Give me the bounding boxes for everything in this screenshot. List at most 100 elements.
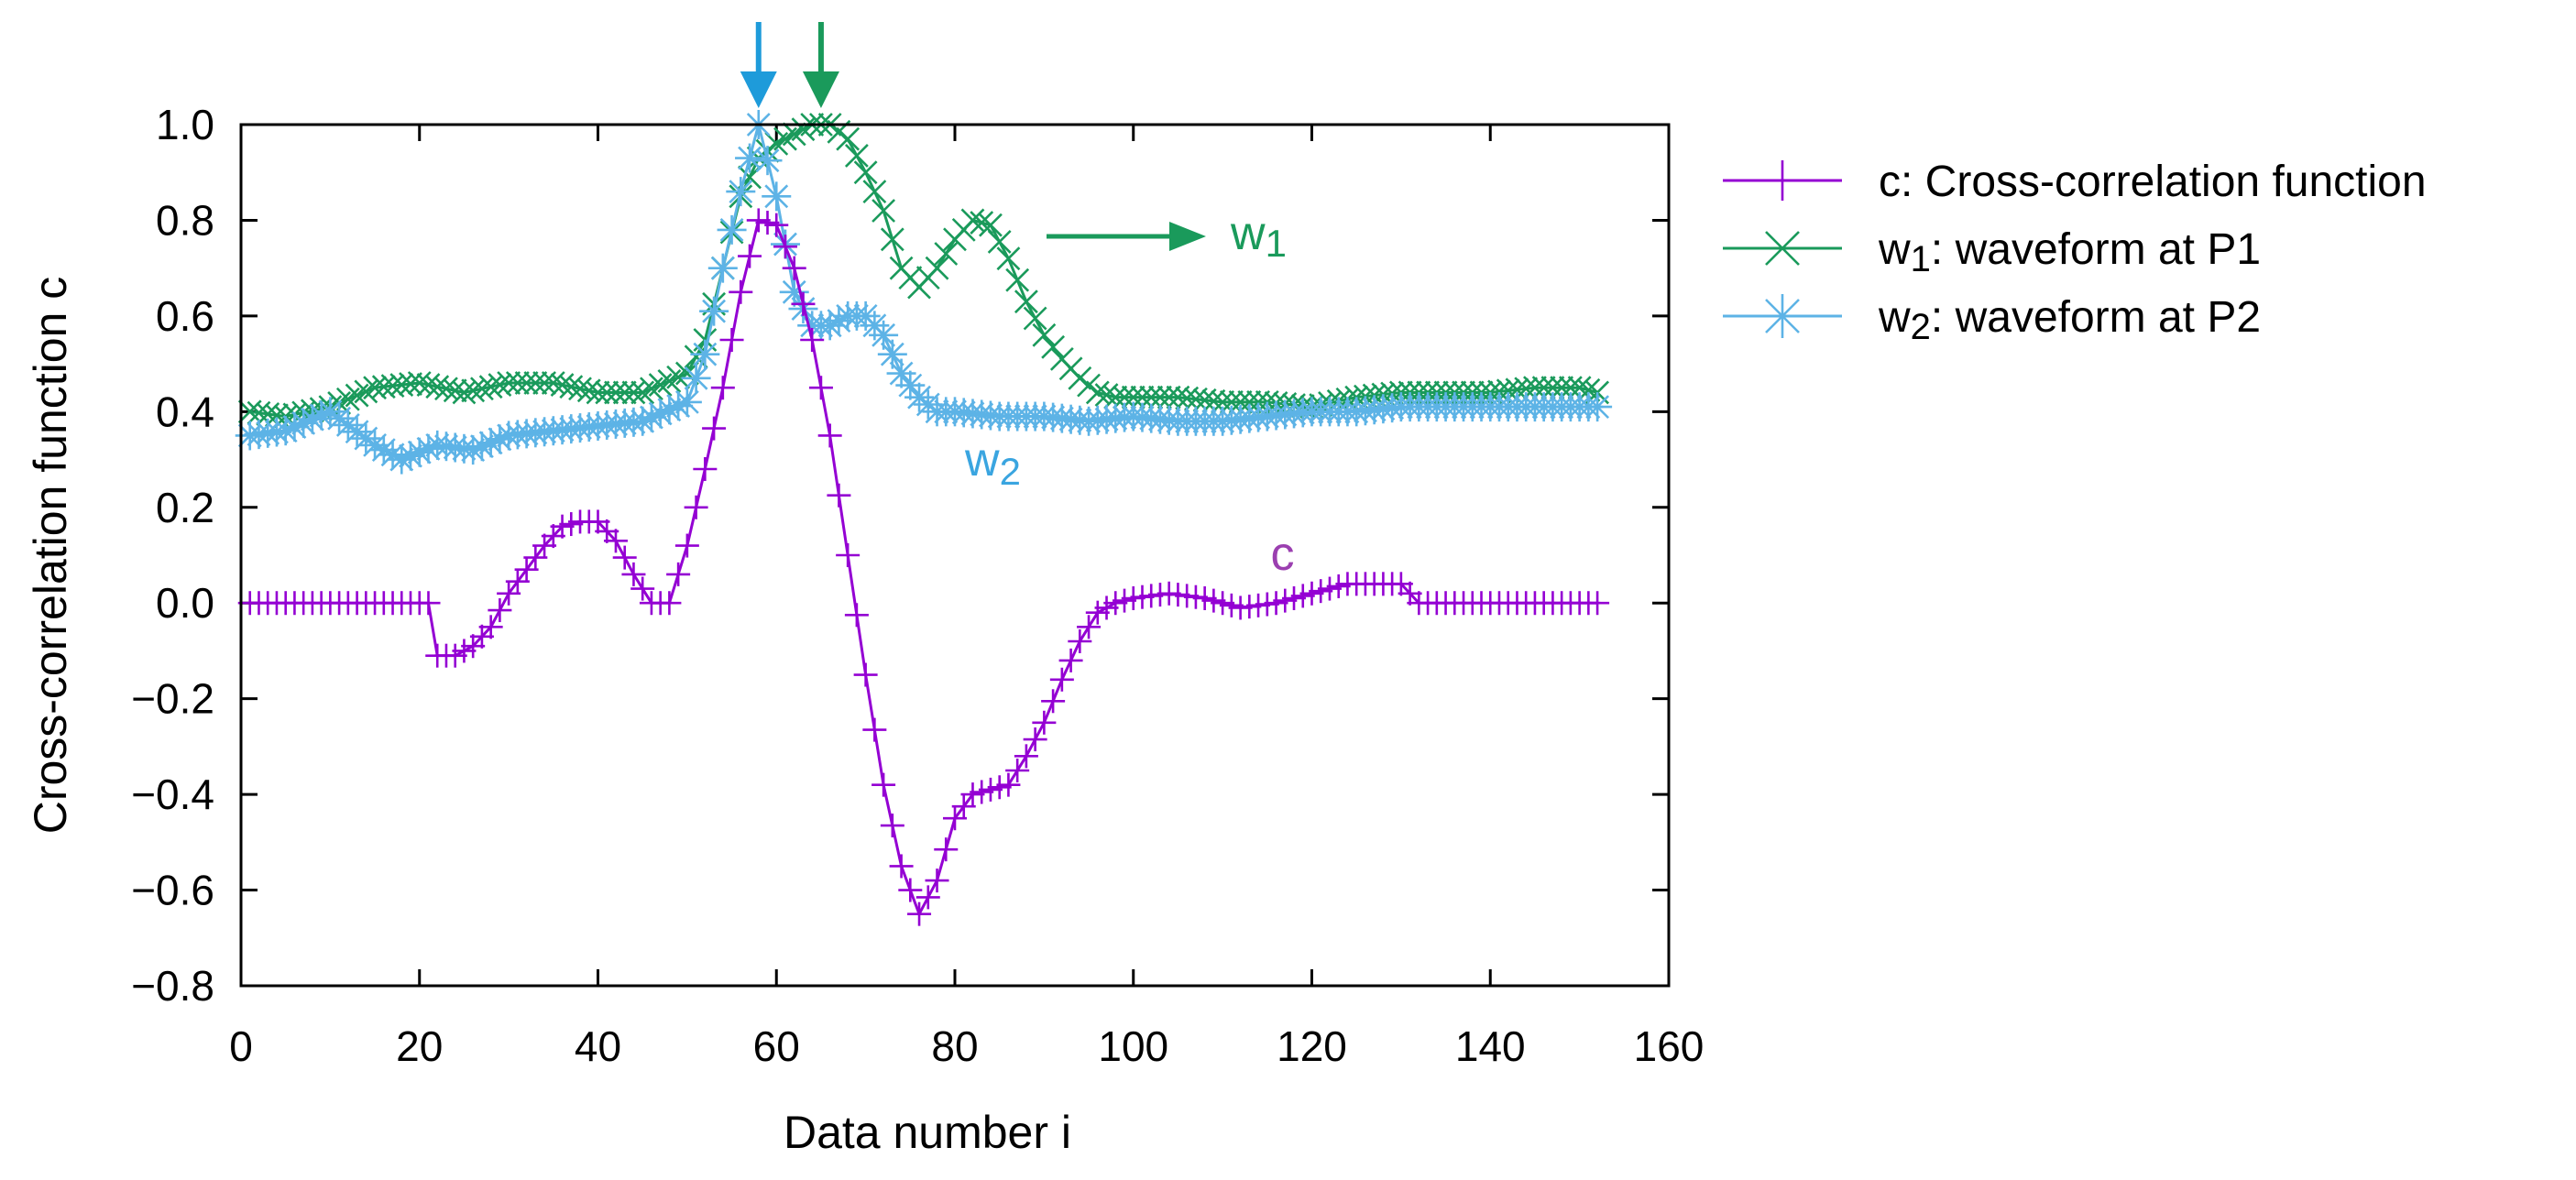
data-point-marker [987, 230, 1012, 254]
data-point-marker [943, 806, 967, 831]
c-curve-label: c [1270, 528, 1294, 581]
data-point-marker [478, 615, 503, 639]
w1-arrow-head [1169, 222, 1206, 251]
data-point-marker [345, 383, 369, 408]
data-point-marker [853, 160, 878, 185]
data-point-marker [1139, 385, 1164, 410]
legend-item-c: c: Cross-correlation function [1723, 158, 2427, 206]
x-tick-label: 80 [931, 1022, 978, 1070]
data-point-marker [898, 878, 923, 902]
data-point-marker [869, 320, 899, 350]
data-point-marker [925, 869, 949, 893]
data-point-marker [595, 380, 619, 405]
legend-label: w2: waveform at P2 [1878, 293, 2261, 347]
data-point-marker [1041, 334, 1066, 359]
data-point-marker [699, 296, 729, 326]
data-point-marker [1121, 385, 1145, 410]
legend-label: c: Cross-correlation function [1879, 158, 2427, 206]
x-tick-label: 20 [396, 1022, 443, 1070]
data-point-marker [735, 143, 765, 173]
y-tick-label: 0.8 [156, 196, 214, 244]
data-point-marker [970, 211, 994, 235]
series-line-w1 [249, 123, 1598, 419]
data-point-marker [681, 363, 711, 393]
data-point-marker [1523, 376, 1547, 400]
y-tick-label: 0.2 [156, 484, 214, 531]
y-tick-label: 0.6 [156, 292, 214, 340]
data-point-marker [836, 126, 860, 151]
data-point-marker [702, 416, 727, 441]
x-tick-label: 120 [1277, 1022, 1347, 1070]
data-point-marker [889, 854, 914, 879]
axis-ticks: 0 20 40 60 80 100 120 140 160 −0.8 −0.6 −0.4 −0.2 0.0… [131, 101, 1704, 1070]
data-point-marker [497, 371, 521, 395]
data-point-marker [915, 885, 940, 910]
data-point-marker [1156, 385, 1181, 410]
data-point-marker [1023, 727, 1047, 752]
data-point-marker [342, 417, 372, 447]
data-point-marker [1023, 306, 1047, 331]
data-point-marker [782, 256, 806, 280]
y-tick-label: −0.4 [131, 770, 214, 818]
data-point-marker [800, 328, 825, 352]
data-point-marker [663, 391, 694, 421]
data-point-marker [1148, 385, 1172, 410]
data-point-marker [871, 772, 896, 797]
data-point-marker [335, 387, 360, 411]
data-point-marker [817, 423, 842, 448]
y-tick-label: −0.2 [131, 675, 214, 723]
data-point-marker [764, 213, 789, 237]
data-point-marker [1228, 389, 1253, 414]
data-point-marker [604, 380, 628, 405]
data-point-marker [497, 581, 521, 606]
data-point-marker [351, 423, 381, 453]
data-point-marker [1032, 710, 1057, 735]
data-point-marker [630, 380, 655, 405]
x-tick-label: 160 [1634, 1022, 1705, 1070]
data-point-marker [1049, 667, 1074, 692]
data-point-marker [934, 242, 959, 266]
series-w2 [235, 110, 1613, 475]
data-point-marker [672, 387, 702, 417]
data-point-marker [666, 562, 691, 586]
data-point-marker [684, 344, 708, 369]
legend-item-w2: w2: waveform at P2 [1723, 293, 2261, 347]
data-point-marker [951, 794, 976, 819]
x-axis-label: Data number i [784, 1107, 1071, 1158]
data-point-marker [523, 545, 548, 570]
data-point-marker [726, 177, 756, 207]
data-point-marker [1550, 376, 1574, 400]
x-tick-label: 40 [575, 1022, 621, 1070]
data-point-marker [1005, 268, 1030, 292]
data-point-marker [360, 430, 390, 460]
data-point-marker [729, 279, 753, 304]
data-point-marker [844, 144, 869, 168]
data-point-marker [827, 483, 851, 508]
data-point-marker [674, 533, 699, 558]
data-point-marker [693, 457, 718, 481]
data-point-marker [1567, 376, 1592, 400]
x-tick-label: 60 [753, 1022, 800, 1070]
data-point-marker [1540, 376, 1565, 400]
y-tick-label: −0.8 [131, 962, 214, 1010]
data-point-marker [443, 378, 467, 403]
y-axis-label: Cross-correlation function c [25, 277, 76, 835]
legend-label: w1: waveform at P1 [1878, 225, 2261, 279]
data-point-marker [862, 180, 887, 204]
w1-peak-arrow-head [802, 71, 839, 108]
data-point-marker [399, 372, 422, 396]
data-point-marker [416, 591, 441, 616]
data-point-marker [1130, 385, 1155, 410]
data-point-marker [717, 214, 747, 245]
data-point-marker [853, 662, 878, 687]
x-tick-label: 0 [229, 1022, 253, 1070]
data-point-marker [657, 591, 682, 616]
data-point-marker [738, 244, 762, 268]
legend-item-w1: w1: waveform at P1 [1723, 225, 2261, 279]
w2-curve-label: w2 [964, 433, 1021, 493]
data-point-marker [1058, 648, 1083, 672]
data-point-marker [612, 380, 637, 405]
data-point-marker [762, 181, 792, 212]
data-point-marker [1585, 591, 1610, 616]
data-point-marker [1085, 380, 1110, 405]
